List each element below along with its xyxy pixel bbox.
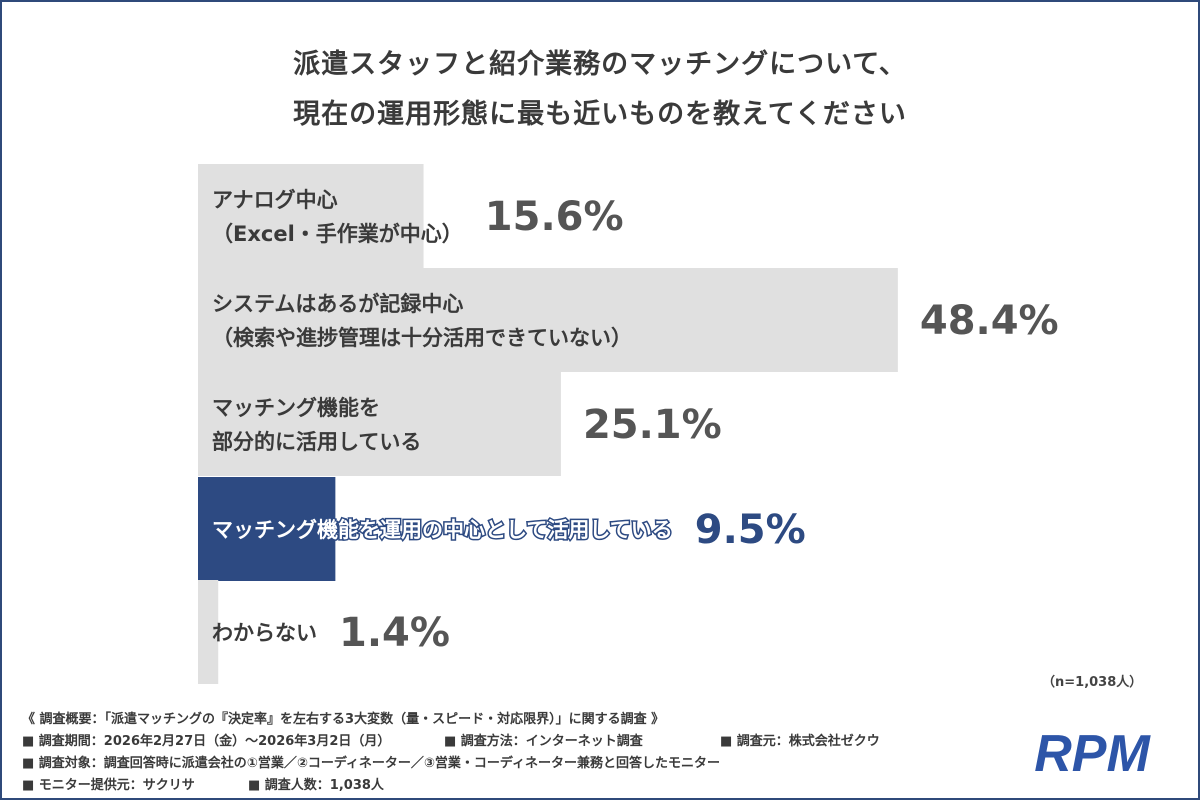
- category-label-0-1: （Excel・手作業が中心）: [212, 222, 463, 246]
- survey-overview: 《 調査概要：「派遣マッチングの『決定率』を左右する3大変数（量・スピード・対応…: [22, 712, 665, 727]
- bar-3: [198, 477, 336, 581]
- survey-method: ■ 調査方法：インターネット調査: [444, 734, 643, 749]
- chart-title-line1: 派遣スタッフと紹介業務のマッチングについて、: [293, 49, 907, 80]
- category-label-3-0: マッチング機能を運用の中心として活用している: [212, 518, 673, 542]
- rpm-logo: RPM: [1034, 725, 1151, 782]
- category-label-2-0: マッチング機能を: [212, 396, 380, 420]
- value-label-2: 25.1%: [583, 402, 722, 448]
- category-label-1-1: （検索や進捗管理は十分活用できていない）: [212, 326, 632, 350]
- bar-0: [198, 164, 424, 268]
- bar-1: [198, 268, 898, 372]
- survey-target: ■ 調査対象：調査回答時に派遣会社の①営業／②コーディネーター／③営業・コーディ…: [22, 756, 721, 771]
- category-label-4-0: わからない: [212, 621, 317, 645]
- survey-source: ■ 調査元：株式会社ゼクウ: [720, 734, 880, 749]
- value-label-1: 48.4%: [920, 298, 1059, 344]
- category-label-2-1: 部分的に活用している: [212, 430, 421, 454]
- value-label-0: 15.6%: [485, 194, 624, 240]
- value-label-3: 9.5%: [695, 507, 806, 553]
- survey-period: ■ 調査期間：2026年2月27日（金）〜2026年3月2日（月）: [22, 734, 391, 749]
- bar-4: [198, 580, 219, 684]
- sample-size-label: （n=1,038人）: [1042, 675, 1143, 690]
- survey-count: ■ 調査人数：1,038人: [248, 778, 384, 793]
- value-label-4: 1.4%: [339, 610, 450, 656]
- rpm-logo-text: RPM: [1034, 725, 1151, 782]
- category-label-1-0: システムはあるが記録中心: [212, 292, 463, 316]
- category-label-0-0: アナログ中心: [212, 188, 338, 212]
- monitor-provider: ■ モニター提供元：サクリサ: [22, 778, 195, 793]
- chart-title-line2: 現在の運用形態に最も近いものを教えてください: [293, 99, 907, 130]
- bar-2: [198, 372, 561, 476]
- bar-chart: アナログ中心 （Excel・手作業が中心） 15.6% システムはあるが記録中心 （検索…: [198, 164, 1059, 684]
